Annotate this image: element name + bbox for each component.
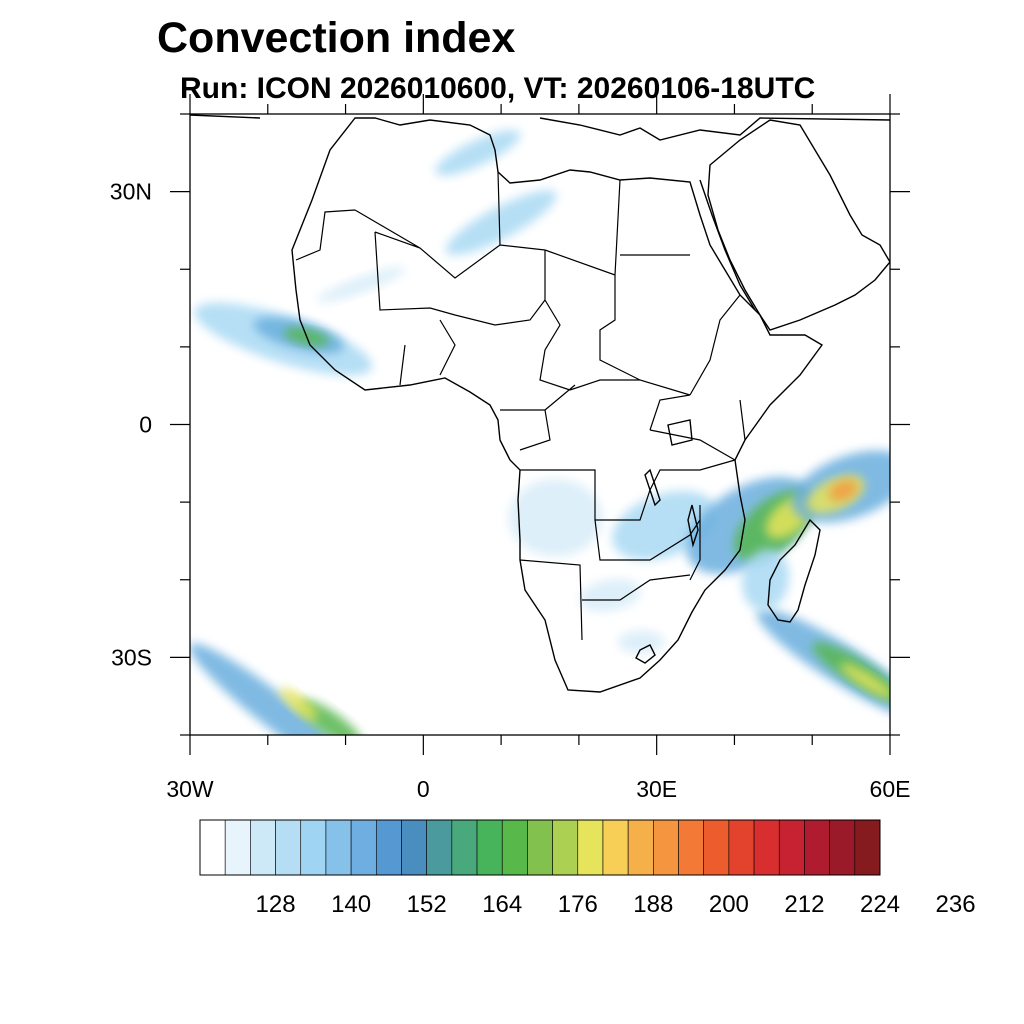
colorbar-swatch	[401, 819, 427, 876]
colorbar-label: 164	[482, 891, 522, 918]
colorbar-swatch	[804, 819, 830, 876]
convection-field	[190, 130, 890, 735]
madagascar-coastline	[767, 518, 821, 623]
colorbar-swatch	[602, 819, 629, 876]
blob-angola-1	[508, 478, 603, 557]
blob-south-africa	[617, 630, 665, 654]
axis-ticks	[170, 94, 910, 755]
lake-malawi	[687, 504, 699, 548]
colorbar-swatch	[653, 819, 679, 876]
colorbar-swatch	[678, 819, 705, 876]
colorbar-swatch	[375, 819, 402, 876]
colorbar-swatch	[250, 819, 276, 876]
colorbar-swatch	[451, 819, 478, 876]
colorbar-swatch	[753, 819, 780, 876]
colorbar-swatch	[854, 819, 881, 876]
colorbar-swatch	[224, 819, 251, 876]
arabia-coastline	[707, 119, 890, 331]
coastlines-borders	[190, 114, 890, 693]
colorbar: 128 140 152 164 176 188 200 212 224 236	[199, 819, 976, 918]
red-sea-coastline	[699, 179, 756, 311]
colorbar-label: 140	[331, 891, 371, 918]
colorbar-swatch	[703, 819, 730, 876]
lake-tanganyika	[644, 468, 661, 507]
colorbar-label: 212	[784, 891, 824, 918]
colorbar-label: 176	[558, 891, 598, 918]
colorbar-swatch	[728, 819, 755, 876]
colorbar-label: 200	[709, 891, 749, 918]
blob-sahara-2	[435, 130, 521, 176]
colorbar-swatch	[476, 819, 503, 876]
colorbar-label: 188	[633, 891, 673, 918]
blob-sw-atlantic-3	[280, 687, 318, 721]
colorbar-swatch	[350, 819, 377, 876]
colorbar-swatch	[199, 819, 226, 876]
colorbar-swatch	[627, 819, 654, 876]
colorbar-swatch	[527, 819, 553, 876]
axis-tick-labels: 30N 0 30S 30W 0 30E 60E	[110, 179, 911, 802]
blob-botswana	[579, 579, 641, 612]
lake-victoria	[667, 419, 693, 446]
colorbar-swatch	[300, 819, 327, 876]
colorbar-swatch	[577, 819, 604, 876]
lesotho	[635, 644, 656, 664]
lon-tick-label: 60E	[870, 776, 911, 802]
lat-tick-label: 30N	[110, 179, 152, 205]
europe-coastline	[190, 114, 890, 141]
chart-subtitle: Run: ICON 2026010600, VT: 20260106-18UTC	[180, 72, 816, 105]
lon-tick-label: 30E	[636, 776, 677, 802]
colorbar-label: 152	[407, 891, 447, 918]
colorbar-swatch	[552, 819, 579, 876]
blob-mauritania	[317, 267, 406, 303]
blob-sahara-1	[445, 190, 557, 255]
blob-indian-3	[828, 479, 858, 502]
africa-coastline	[291, 117, 824, 693]
blob-sw-atlantic-1	[190, 643, 363, 735]
chart-title: Convection index	[157, 14, 516, 62]
lat-tick-label: 30S	[111, 644, 152, 670]
colorbar-swatch	[325, 819, 352, 876]
colorbar-swatch	[275, 819, 302, 876]
lat-tick-label: 0	[139, 412, 152, 438]
colorbar-label: 128	[256, 891, 296, 918]
colorbar-swatch	[778, 819, 805, 876]
country-borders	[295, 171, 746, 641]
colorbar-swatch	[501, 819, 528, 876]
colorbar-label: 236	[936, 891, 976, 918]
colorbar-frame	[199, 819, 881, 876]
colorbar-swatch	[426, 819, 453, 876]
colorbar-label: 224	[860, 891, 900, 918]
blob-se-band-3	[840, 663, 890, 699]
lon-tick-label: 30W	[166, 776, 214, 802]
colorbar-swatch	[829, 819, 856, 876]
lon-tick-label: 0	[417, 776, 430, 802]
